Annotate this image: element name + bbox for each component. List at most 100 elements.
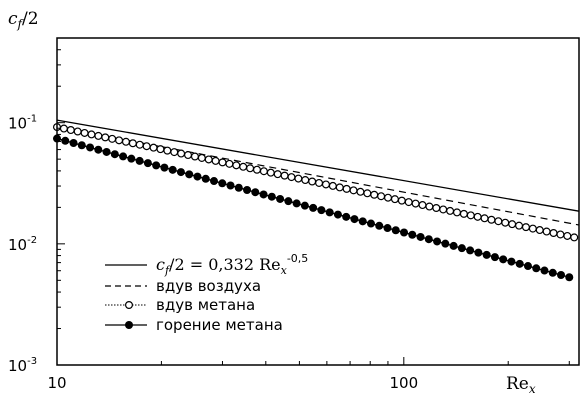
- legend: cf/2 = 0,332 Rex-0,5 вдув воздуха вдув м…: [105, 252, 308, 334]
- legend-label-methane: вдув метана: [156, 296, 255, 314]
- y-tick-exponent: -1: [27, 114, 37, 125]
- marker-methane: [211, 156, 220, 165]
- marker-methane: [425, 202, 434, 211]
- x-axis-label-sub: x: [529, 382, 536, 396]
- plot-markers: [52, 123, 579, 282]
- marker-combustion: [119, 152, 128, 161]
- marker-combustion: [474, 248, 483, 257]
- marker-combustion: [234, 183, 243, 192]
- marker-combustion: [160, 163, 169, 172]
- marker-combustion: [383, 224, 392, 233]
- marker-methane: [232, 161, 241, 170]
- marker-combustion: [548, 268, 557, 277]
- marker-methane: [287, 173, 296, 182]
- marker-methane: [163, 146, 172, 155]
- marker-methane: [156, 145, 165, 154]
- marker-combustion: [309, 203, 318, 212]
- legend-theory-sup: -0,5: [287, 252, 308, 265]
- legend-swatch-combustion-marker: [125, 321, 133, 329]
- marker-methane: [273, 170, 282, 179]
- y-tick-base: 10: [8, 357, 27, 375]
- marker-methane: [501, 218, 510, 227]
- marker-combustion: [317, 206, 326, 215]
- y-tick-exponent: -2: [27, 235, 37, 246]
- marker-combustion: [135, 156, 144, 165]
- marker-methane: [466, 211, 475, 220]
- x-tick-label: 10: [47, 374, 66, 392]
- marker-combustion: [185, 170, 194, 179]
- marker-combustion: [218, 179, 227, 188]
- marker-methane: [266, 168, 275, 177]
- marker-methane: [73, 127, 82, 136]
- marker-combustion: [209, 177, 218, 186]
- marker-methane: [384, 193, 393, 202]
- marker-combustion: [201, 174, 210, 183]
- marker-combustion: [333, 210, 342, 219]
- marker-combustion: [499, 255, 508, 264]
- marker-methane: [177, 149, 186, 158]
- legend-label-air: вдув воздуха: [156, 277, 261, 295]
- y-tick-label: 10-1: [8, 114, 37, 133]
- marker-combustion: [127, 154, 136, 163]
- marker-methane: [515, 221, 524, 230]
- marker-methane: [480, 214, 489, 223]
- marker-methane: [225, 159, 234, 168]
- x-axis-label-main: Re: [506, 374, 529, 394]
- marker-methane: [239, 162, 248, 171]
- legend-theory-main: c: [156, 255, 165, 274]
- marker-methane: [528, 224, 537, 233]
- marker-methane: [411, 199, 420, 208]
- marker-methane: [87, 130, 96, 139]
- marker-combustion: [449, 241, 458, 250]
- marker-methane: [370, 190, 379, 199]
- legend-theory-sub: f: [164, 264, 171, 277]
- marker-combustion: [61, 136, 70, 145]
- marker-combustion: [416, 232, 425, 241]
- marker-combustion: [292, 199, 301, 208]
- marker-methane: [301, 176, 310, 185]
- marker-combustion: [152, 161, 161, 170]
- marker-methane: [404, 198, 413, 207]
- marker-combustion: [267, 192, 276, 201]
- y-axis-label: cf/2: [8, 9, 39, 31]
- marker-combustion: [193, 172, 202, 181]
- marker-methane: [280, 171, 289, 180]
- marker-methane: [439, 205, 448, 214]
- marker-combustion: [557, 271, 566, 280]
- marker-combustion: [350, 215, 359, 224]
- marker-methane: [446, 206, 455, 215]
- marker-combustion: [276, 194, 285, 203]
- marker-methane: [570, 233, 579, 242]
- legend-theory-sub2: x: [281, 264, 288, 277]
- marker-combustion: [358, 217, 367, 226]
- marker-methane: [94, 131, 103, 140]
- x-axis-label: Rex: [506, 374, 536, 396]
- marker-combustion: [342, 212, 351, 221]
- y-axis-label-sub: f: [17, 17, 25, 31]
- marker-methane: [356, 187, 365, 196]
- marker-methane: [508, 220, 517, 229]
- marker-combustion: [110, 150, 119, 159]
- marker-methane: [321, 180, 330, 189]
- marker-methane: [294, 174, 303, 183]
- marker-combustion: [424, 235, 433, 244]
- marker-methane: [184, 151, 193, 160]
- marker-methane: [59, 124, 68, 133]
- marker-methane: [128, 139, 137, 148]
- marker-methane: [135, 140, 144, 149]
- y-tick-base: 10: [8, 236, 27, 254]
- marker-methane: [197, 153, 206, 162]
- marker-combustion: [391, 226, 400, 235]
- marker-methane: [246, 164, 255, 173]
- marker-combustion: [523, 262, 532, 271]
- marker-methane: [259, 167, 268, 176]
- marker-methane: [190, 152, 199, 161]
- marker-methane: [142, 142, 151, 151]
- marker-methane: [390, 195, 399, 204]
- marker-methane: [459, 209, 468, 218]
- marker-combustion: [284, 197, 293, 206]
- marker-combustion: [441, 239, 450, 248]
- marker-methane: [342, 184, 351, 193]
- marker-methane: [349, 186, 358, 195]
